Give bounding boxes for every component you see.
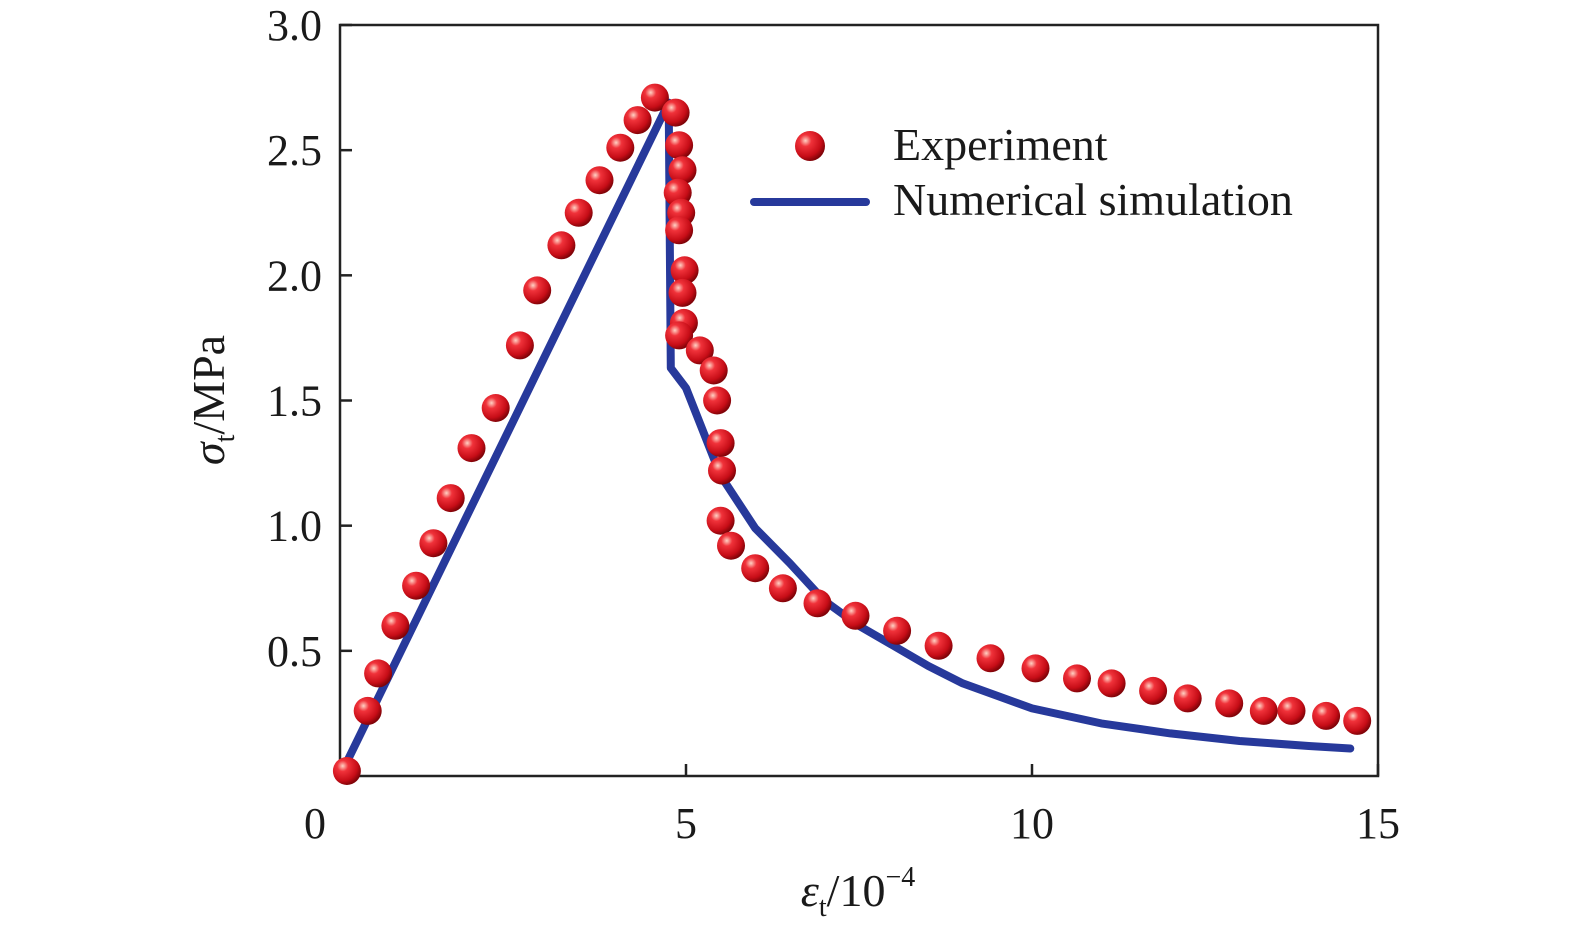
experiment-point [665,131,694,160]
experiment-series [332,83,1372,785]
x-axis-superscript: −4 [885,862,915,893]
experiment-point [505,331,534,360]
experiment-point [841,601,870,630]
x-tick-label: 0 [304,799,326,848]
y-tick-label: 2.0 [267,251,322,300]
experiment-point [1139,676,1168,705]
experiment-point [332,757,361,785]
legend-experiment-marker [795,131,825,161]
x-axis-subscript: t [819,892,827,923]
experiment-point [706,506,735,535]
y-tick-label: 1.5 [267,377,322,426]
experiment-point [1249,696,1278,725]
experiment-point [665,216,694,245]
experiment-point [547,231,576,260]
experiment-point [1312,701,1341,730]
experiment-point [564,198,593,227]
experiment-point [606,133,635,162]
experiment-point [1173,684,1202,713]
experiment-point [803,589,832,618]
experiment-point [1343,706,1372,735]
experiment-point [364,659,393,688]
experiment-point [703,386,732,415]
experiment-point [640,83,669,112]
y-tick-label: 0.5 [267,627,322,676]
experiment-point [699,356,728,385]
y-tick-label: 2.5 [267,126,322,175]
legend-simulation-label: Numerical simulation [893,174,1293,225]
experiment-point [436,484,465,513]
experiment-point [706,429,735,458]
experiment-point [585,166,614,195]
y-axis-symbol: σ [183,440,234,465]
experiment-point [481,394,510,422]
x-axis-ticks: 0 5 10 15 [304,764,1400,848]
experiment-point [883,616,912,645]
experiment-point [661,98,690,127]
x-axis-symbol: ε [801,865,820,916]
y-tick-label: 3.0 [267,1,322,50]
experiment-point [381,611,410,640]
y-axis-subscript: t [210,434,241,442]
experiment-point [668,278,697,307]
experiment-point [1277,696,1306,725]
experiment-point [1097,669,1126,698]
simulation-line [336,98,1355,780]
experiment-point [741,554,770,583]
experiment-point [402,571,431,600]
experiment-point [523,276,552,305]
experiment-point [685,336,714,365]
experiment-point [419,529,448,558]
y-axis-suffix: /MPa [183,335,234,435]
numerical-simulation-series [336,98,1355,780]
experiment-point [768,574,797,603]
experiment-point [668,156,697,185]
experiment-point [1215,689,1244,718]
experiment-point [1063,664,1091,693]
x-axis-title: εt/10−4 [801,862,916,923]
experiment-point [623,106,652,135]
x-tick-label: 10 [1010,799,1054,848]
y-axis-ticks: 0.5 1.0 1.5 2.0 2.5 3.0 [267,1,352,676]
y-axis-title: σt/MPa [183,335,241,465]
experiment-point [717,531,745,560]
experiment-point [1021,654,1050,683]
x-tick-label: 5 [675,799,697,848]
legend-experiment-label: Experiment [893,119,1108,170]
legend: Experiment Numerical simulation [750,119,1293,225]
experiment-point [457,434,486,463]
experiment-point [708,456,736,485]
experiment-point [976,644,1005,673]
experiment-point [353,696,382,725]
y-tick-label: 1.0 [267,502,322,551]
x-tick-label: 15 [1356,799,1400,848]
x-axis-suffix: /10 [827,865,886,916]
experiment-point [665,321,694,350]
experiment-point [670,256,699,285]
experiment-point [924,631,953,660]
